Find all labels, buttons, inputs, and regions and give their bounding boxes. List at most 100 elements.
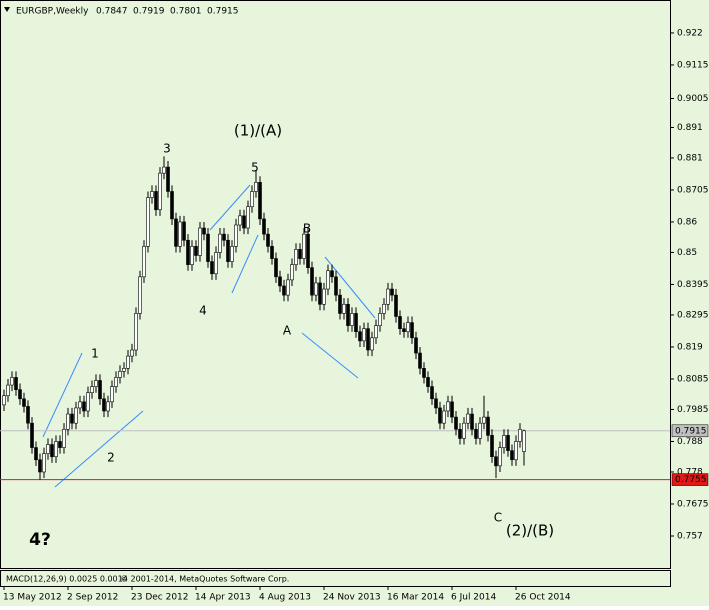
y-tick-label: 0.9115 <box>677 60 709 70</box>
candle-body <box>398 316 402 329</box>
candle-body <box>342 303 346 314</box>
y-tick-label: 0.8395 <box>677 280 709 290</box>
candle-body <box>278 276 282 287</box>
y-tick-label: 0.85 <box>677 248 697 258</box>
candle-body <box>174 218 178 247</box>
indicator-title: MACD(12,26,9) 0.0025 0.0014 <box>6 575 128 584</box>
y-tick-label: 0.788 <box>677 437 703 447</box>
candle-body <box>138 276 142 314</box>
candle-body <box>306 233 310 268</box>
candle-body <box>286 279 290 296</box>
x-tick-label: 14 Apr 2013 <box>195 593 251 603</box>
candle-body <box>38 459 42 473</box>
candle-body <box>318 282 322 305</box>
symbol-label: EURGBP,Weekly <box>16 7 89 17</box>
candle-body <box>78 401 82 409</box>
candle-body <box>514 441 518 461</box>
candle-body <box>114 377 118 387</box>
candle-body <box>298 249 302 259</box>
price-label: 0.7915 <box>675 426 707 436</box>
trend-line <box>231 234 259 294</box>
x-tick-label: 2 Sep 2012 <box>67 593 118 603</box>
candle-body <box>54 441 58 458</box>
candle-body <box>214 252 218 275</box>
candle-body <box>454 416 458 430</box>
candle-body <box>162 166 166 174</box>
candle-body <box>226 239 230 262</box>
trend-line <box>54 410 144 488</box>
candle-body <box>310 267 314 296</box>
candle-body <box>478 422 482 439</box>
candle-body <box>410 322 414 339</box>
candle-body <box>434 398 438 409</box>
candle-body <box>198 227 202 256</box>
candle-body <box>490 435 494 458</box>
candle-body <box>118 371 122 378</box>
candle-body <box>302 233 306 259</box>
candle-body <box>14 377 18 390</box>
menu-arrow <box>4 7 10 12</box>
candle-body <box>142 246 146 278</box>
candle-body <box>386 288 390 305</box>
y-tick-label: 0.7675 <box>677 499 709 509</box>
candle-body <box>522 430 526 452</box>
candle-body <box>98 380 102 400</box>
header-value: 0.7919 <box>133 7 165 17</box>
candle-body <box>150 191 154 198</box>
y-tick-label: 0.881 <box>677 153 703 163</box>
candle-body <box>158 172 162 211</box>
candle-body <box>18 389 22 400</box>
candle-body <box>330 270 334 278</box>
header-value: 0.7915 <box>207 7 239 17</box>
candle-body <box>146 197 150 247</box>
price-label: 0.7755 <box>675 475 707 485</box>
candle-body <box>370 337 374 351</box>
candle-body <box>130 349 134 357</box>
candle-body <box>34 447 38 461</box>
candle-body <box>262 218 266 235</box>
y-tick-label: 0.891 <box>677 123 703 133</box>
indicator-frame <box>0 570 671 587</box>
candle-body <box>122 368 126 372</box>
candle-body <box>358 331 362 342</box>
wave-label: 3 <box>163 142 171 156</box>
header-value: 0.7847 <box>96 7 128 17</box>
trend-line <box>301 332 359 379</box>
candle-body <box>502 435 506 448</box>
candle-body <box>294 249 298 265</box>
candle-body <box>418 352 422 369</box>
y-tick-label: 0.922 <box>677 28 703 38</box>
price-label-box <box>671 424 709 438</box>
candle-body <box>338 294 342 314</box>
candle-body <box>222 233 226 241</box>
wave-label: C <box>494 511 502 525</box>
x-tick-label: 4 Aug 2013 <box>259 593 311 603</box>
candle-body <box>210 261 214 275</box>
candle-body <box>242 215 246 229</box>
candle-body <box>366 328 370 351</box>
candle-body <box>282 285 286 296</box>
candle-body <box>322 288 326 305</box>
candle-body <box>82 401 86 412</box>
candle-body <box>154 191 158 211</box>
wave-label: (2)/(B) <box>506 522 554 540</box>
candle-body <box>426 377 430 387</box>
copyright: © 2001-2014, MetaQuotes Software Corp. <box>120 575 289 584</box>
wave-label: B <box>303 222 311 236</box>
y-tick-label: 0.8295 <box>677 310 709 320</box>
candle-body <box>6 384 10 397</box>
candle-body <box>458 428 462 439</box>
y-tick-label: 0.86 <box>677 217 697 227</box>
price-label-box <box>671 473 709 486</box>
x-tick-label: 23 Dec 2012 <box>131 593 189 603</box>
candle-body <box>518 428 522 442</box>
candle-body <box>194 246 198 256</box>
x-tick-label: 24 Nov 2013 <box>323 593 381 603</box>
candle-body <box>390 288 394 296</box>
candle-body <box>94 380 98 387</box>
candle-body <box>402 328 406 333</box>
candle-body <box>430 386 434 400</box>
candle-body <box>90 386 94 393</box>
x-tick-label: 13 May 2012 <box>3 593 62 603</box>
